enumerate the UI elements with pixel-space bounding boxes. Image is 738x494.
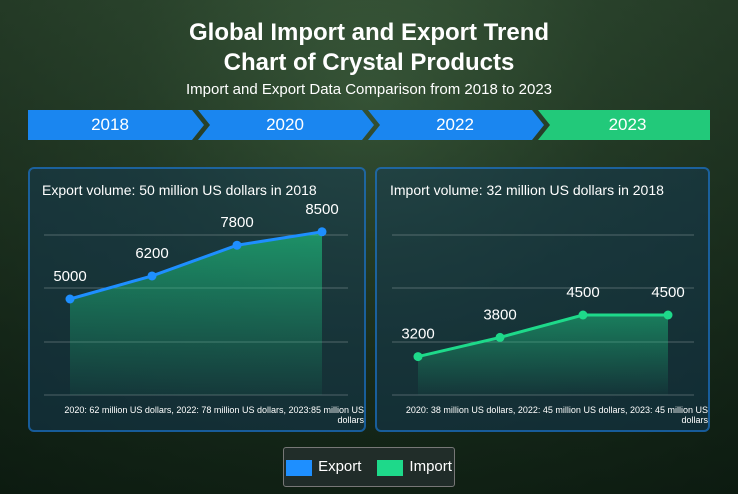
export-panel-title: Export volume: 50 million US dollars in … <box>42 182 317 198</box>
timeline-label: 2020 <box>266 115 304 134</box>
export-data-label: 8500 <box>305 201 338 218</box>
export-point <box>65 294 75 304</box>
timeline-label: 2022 <box>436 115 474 134</box>
import-line <box>417 313 668 359</box>
import-area <box>418 315 668 395</box>
timeline-segment-2020 <box>198 110 374 140</box>
timeline-label: 2023 <box>608 115 647 134</box>
chart-subtitle: Import and Export Data Comparison from 2… <box>185 81 553 98</box>
legend-import: Import <box>377 458 452 476</box>
export-point <box>232 240 242 250</box>
import-note: 2020: 38 million US dollars, 2022: 45 mi… <box>405 405 708 425</box>
import-data-label: 3800 <box>483 306 516 323</box>
export-point <box>147 271 157 281</box>
title-line-1: Global Import and Export Trend <box>188 19 550 46</box>
chart-title: Global Import and Export Trend Chart of C… <box>0 18 738 78</box>
legend-export: Export <box>286 458 362 476</box>
import-swatch <box>377 459 404 476</box>
import-panel-title: Import volume: 32 million US dollars in … <box>390 182 664 198</box>
export-area <box>70 231 322 395</box>
export-line <box>69 230 323 301</box>
legend: Export Import <box>283 447 455 487</box>
legend-export-label: Export <box>318 458 362 476</box>
import-data-label: 3200 <box>401 326 434 343</box>
export-point <box>317 227 327 237</box>
export-data-label: 5000 <box>53 268 86 285</box>
title-line-2: Chart of Crystal Products <box>223 49 515 76</box>
legend-import-label: Import <box>409 458 452 476</box>
timeline-segment-2018 <box>28 110 204 140</box>
import-point <box>578 310 588 320</box>
timeline-label: 2018 <box>91 115 129 134</box>
import-data-label: 4500 <box>566 284 599 301</box>
export-swatch <box>286 459 313 476</box>
import-data-label: 4500 <box>651 284 684 301</box>
import-point <box>413 352 423 362</box>
import-point <box>495 332 505 342</box>
timeline-segment-2022 <box>368 110 544 140</box>
export-data-label: 7800 <box>220 214 253 231</box>
export-data-label: 6200 <box>135 245 168 262</box>
export-note: 2020: 62 million US dollars, 2022: 78 mi… <box>64 405 364 425</box>
timeline-segment-2023 <box>538 110 710 140</box>
import-point <box>663 310 673 320</box>
